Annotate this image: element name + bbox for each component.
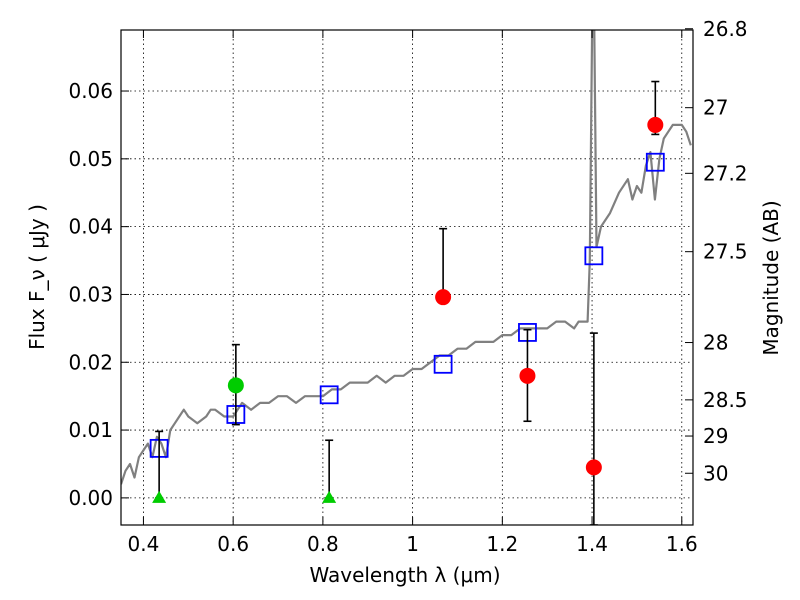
model-square-marker (645, 152, 665, 172)
y-tick-label: 0.05 (68, 147, 113, 171)
axis-ticks: 0.4 0.6 0.8 1 1.2 1.4 1.6 0.00 0.01 0.02 0.03 0.04 0… (68, 17, 747, 556)
x-tick-label: 1.2 (486, 532, 518, 556)
mag-tick-label: 27 (703, 96, 728, 120)
x-tick-label: 1.4 (576, 532, 608, 556)
y-tick-label: 0.02 (68, 350, 113, 374)
red-circle-marker (519, 367, 536, 384)
spectrum-line (121, 30, 692, 485)
mag-tick-label: 27.5 (703, 240, 748, 264)
y-tick-label: 0.00 (68, 486, 113, 510)
grid-lines (121, 30, 693, 525)
green-triangle-marker (152, 490, 167, 503)
mag-tick-label: 30 (703, 461, 728, 485)
green-triangle-marker (322, 490, 337, 503)
mag-tick-label: 28 (703, 331, 728, 355)
mag-tick-label: 29 (703, 424, 728, 448)
axes-frame (120, 29, 694, 526)
x-tick-label: 0.4 (128, 532, 160, 556)
plot-area (121, 30, 692, 525)
mag-tick-label: 28.5 (703, 388, 748, 412)
y-axis-label: Flux F_ν ( μJy ) (25, 204, 49, 350)
y-tick-label: 0.06 (68, 79, 113, 103)
mag-tick-label: 26.8 (703, 17, 748, 41)
x-tick-label: 1 (406, 532, 419, 556)
y-tick-label: 0.04 (68, 215, 113, 239)
model-square-marker (319, 385, 339, 405)
red-circle-marker (647, 116, 664, 133)
x-axis-label: Wavelength λ (μm) (309, 563, 500, 587)
model-square-marker (584, 246, 604, 266)
mag-tick-label: 27.2 (703, 161, 748, 185)
y2-axis-label: Magnitude (AB) (759, 200, 783, 355)
y-tick-label: 0.01 (68, 418, 113, 442)
red-circle-marker (435, 289, 452, 306)
x-tick-label: 0.6 (217, 532, 249, 556)
y-tick-label: 0.03 (68, 282, 113, 306)
green-circle-marker (227, 377, 244, 394)
model-square-marker (433, 354, 453, 374)
x-tick-label: 0.8 (307, 532, 339, 556)
red-circle-marker (585, 459, 602, 476)
x-tick-label: 1.6 (666, 532, 698, 556)
